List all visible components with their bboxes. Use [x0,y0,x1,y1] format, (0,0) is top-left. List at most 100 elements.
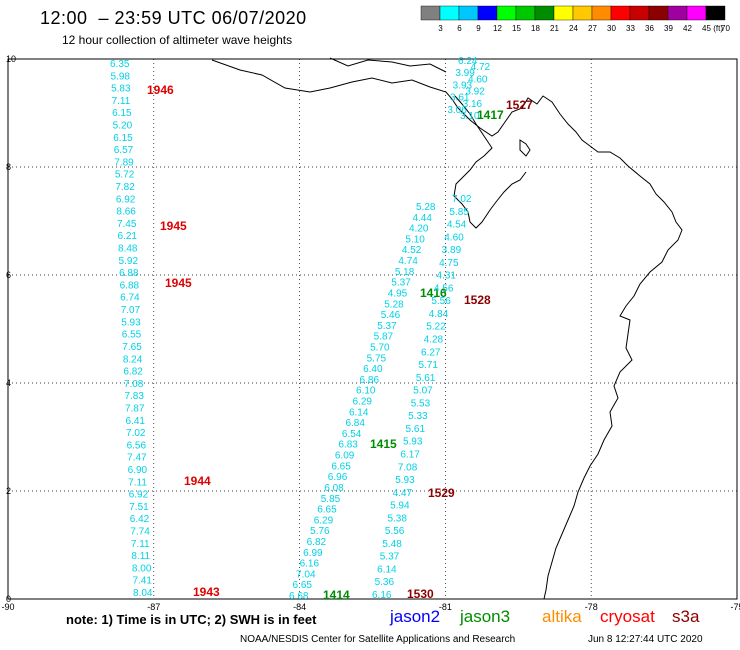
swh-value: 5.93 [403,437,423,448]
swh-value: 6.16 [372,590,392,601]
swh-value: 6.99 [303,548,323,559]
swh-value: 5.22 [426,322,446,333]
pass-time-label: 1528 [464,293,491,307]
swh-value: 5.10 [405,234,425,245]
page-title: 12:00 – 23:59 UTC 06/07/2020 [40,8,307,28]
pass-time-label: 1945 [165,276,192,290]
swh-value: 6.40 [363,364,383,375]
swh-value: 7.11 [131,539,150,550]
legend-bin-label: 36 [645,24,654,33]
swh-value: 3.61 [450,93,470,104]
swh-value: 5.93 [121,317,141,328]
swh-value: 4.31 [437,271,457,282]
swh-value: 5.37 [380,552,400,563]
swh-value: 6.83 [338,440,358,451]
swh-value: 5.70 [370,342,390,353]
swh-value: 6.42 [130,514,150,525]
satellite-name-jason2: jason2 [390,607,441,626]
swh-value: 5.28 [384,299,404,310]
legend-swatch [553,5,574,21]
lon-tick-label: -75 [730,602,740,612]
satellite-name-cryosat: cryosat [600,607,655,626]
swh-value: 7.41 [132,576,152,587]
legend-bin-label: 6 [457,24,462,33]
swh-value: 8.04 [133,588,153,599]
swh-value: 7.08 [124,379,144,390]
legend-bin-label: 39 [664,24,673,33]
swh-value: 7.87 [125,403,145,414]
pass-time-label: 1943 [193,585,220,599]
swh-value: 7.11 [128,477,147,488]
swh-value: 6.88 [119,268,139,279]
swh-value: 6.82 [123,367,143,378]
swh-value: 4.60 [444,232,464,243]
legend-bin-label: 33 [626,24,635,33]
swh-value: 4.56 [434,283,454,294]
swh-value: 5.28 [416,202,436,213]
swh-value: 6.24 [458,56,478,67]
swh-value: 6.74 [120,293,140,304]
color-legend: 3 6 9 12 15 18 21 24 27 30 33 36 39 42 45 70(ft) [420,5,730,33]
swh-value: 3.16 [463,99,483,110]
pass-time-label: 1944 [184,474,211,488]
swh-value: 6.14 [349,407,369,418]
legend-bin-label: 18 [531,24,540,33]
swh-value: 6.15 [113,133,133,144]
swh-value: 6.10 [356,386,376,397]
swh-value: 6.65 [293,580,313,591]
credit-line: NOAA/NESDIS Center for Satellite Applica… [240,634,516,645]
legend-bin-label: 24 [569,24,578,33]
swh-value: 6.84 [345,418,365,429]
swh-value: 4.52 [402,245,422,256]
swh-value: 7.45 [117,219,137,230]
swh-value: 6.82 [307,537,327,548]
swh-value: 5.07 [413,386,433,397]
coastline-north-arc [329,57,447,73]
legend-swatch [515,5,536,21]
swh-value: 5.53 [411,398,431,409]
legend-swatch [610,5,631,21]
swh-value: 5.85 [449,207,469,218]
legend-swatch [705,5,726,21]
swh-value: 6.56 [127,440,147,451]
coastline-panama-south [453,95,527,229]
swh-value: 6.27 [421,347,441,358]
pass-time-label: 1529 [428,486,455,500]
swh-value: 6.29 [314,515,334,526]
lon-tick-label: -90 [1,602,14,612]
legend-swatch [667,5,688,21]
swh-value: 5.93 [395,475,415,486]
footer-note: note: 1) Time is in UTC; 2) SWH is in fe… [66,612,317,627]
swh-value: 4.28 [424,335,444,346]
swh-value: 5.76 [310,526,330,537]
swh-value: 6.16 [300,559,320,570]
swh-value: 3.93 [453,80,473,91]
swh-value: 6.14 [377,564,397,575]
swh-value: 6.65 [331,461,351,472]
lat-tick-label: 8 [6,162,11,172]
swh-value: 5.87 [374,332,394,343]
legend-swatch [591,5,612,21]
swh-value: 3.92 [465,87,485,98]
swh-value: 4.60 [468,74,488,85]
legend-swatch [420,5,441,21]
swh-value: 5.36 [375,577,395,588]
swh-value: 4.20 [409,224,429,235]
swh-value: 7.82 [115,182,135,193]
pass-time-label: 1415 [370,437,397,451]
legend-bin-label: 30 [607,24,616,33]
pass-time-label: 1527 [506,98,533,112]
pass-time-label: 1945 [160,219,187,233]
swh-value: 3.06 [447,105,467,116]
swh-value: 4.44 [412,213,432,224]
swh-value: 5.83 [111,84,131,95]
swh-value: 5.48 [382,539,402,550]
swh-value: 7.04 [296,569,316,580]
coastline [211,57,683,600]
lon-tick-label: -81 [439,602,452,612]
swh-value: 4.72 [471,62,491,73]
legend-swatch [648,5,669,21]
legend-swatch [458,5,479,21]
swh-value: 7.02 [452,194,472,205]
swh-value: 6.17 [400,449,420,460]
